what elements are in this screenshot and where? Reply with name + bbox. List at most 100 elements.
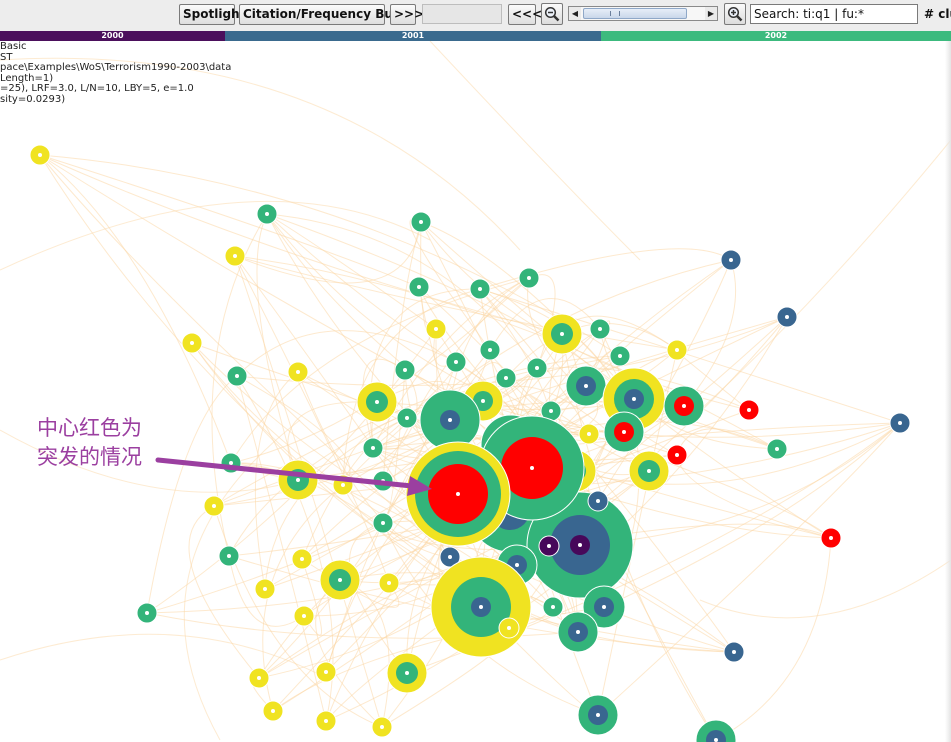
node-center-dot — [747, 408, 751, 412]
citation-node[interactable] — [720, 249, 742, 271]
citation-node[interactable] — [226, 365, 248, 387]
link-curve — [362, 358, 406, 449]
link-curve — [420, 221, 635, 400]
citation-node[interactable] — [666, 444, 688, 466]
citation-node[interactable] — [526, 491, 634, 599]
node-center-dot — [729, 258, 733, 262]
citation-node[interactable] — [291, 548, 313, 570]
citation-node[interactable] — [372, 512, 394, 534]
node-center-dot — [405, 671, 409, 675]
citation-node[interactable] — [315, 710, 337, 732]
node-center-dot — [530, 466, 534, 470]
citation-node[interactable] — [542, 596, 564, 618]
citation-node[interactable] — [254, 578, 276, 600]
citation-node[interactable] — [136, 602, 158, 624]
node-center-dot — [387, 581, 391, 585]
link-curve — [39, 154, 563, 335]
citation-node[interactable] — [362, 437, 384, 459]
citation-node[interactable] — [495, 367, 517, 389]
citation-node[interactable] — [439, 546, 461, 568]
cocitation-network-canvas[interactable] — [0, 41, 951, 742]
citation-node[interactable] — [518, 267, 540, 289]
link-curve — [256, 213, 299, 481]
citation-node[interactable] — [820, 527, 842, 549]
citation-node[interactable] — [293, 605, 315, 627]
citation-node[interactable] — [408, 276, 430, 298]
search-input[interactable] — [750, 4, 918, 24]
citation-node[interactable] — [218, 545, 240, 567]
citation-node[interactable] — [577, 694, 619, 736]
citation-node[interactable] — [589, 318, 611, 340]
citation-burst-button[interactable]: Citation/Frequency Burst — [239, 4, 412, 25]
citation-node[interactable] — [526, 357, 548, 379]
citation-node[interactable] — [277, 459, 319, 501]
citation-node[interactable] — [582, 585, 626, 629]
citation-node[interactable] — [498, 617, 520, 639]
citation-node[interactable] — [663, 385, 705, 427]
node-center-dot — [898, 421, 902, 425]
forward-button[interactable]: >>> — [390, 4, 424, 25]
citation-node[interactable] — [587, 490, 609, 512]
citation-node[interactable] — [469, 278, 491, 300]
back-button[interactable]: <<< — [508, 4, 542, 25]
citation-node[interactable] — [371, 716, 393, 738]
slider-right-arrow[interactable]: ▶ — [705, 7, 717, 20]
citation-node[interactable] — [445, 351, 467, 373]
citation-node[interactable] — [738, 399, 760, 421]
citation-node[interactable] — [723, 641, 745, 663]
citation-node[interactable] — [378, 572, 400, 594]
citation-node[interactable] — [609, 345, 631, 367]
link-curve — [228, 555, 305, 627]
citation-node[interactable] — [628, 450, 670, 492]
citation-node[interactable] — [889, 412, 911, 434]
citation-node[interactable] — [394, 359, 416, 381]
citation-node[interactable] — [776, 306, 798, 328]
citation-node[interactable] — [386, 652, 428, 694]
spotlight-button[interactable]: Spotlight — [179, 4, 245, 25]
node-center-dot — [324, 719, 328, 723]
citation-node[interactable] — [181, 332, 203, 354]
citation-node[interactable] — [319, 559, 361, 601]
citation-node[interactable] — [479, 339, 501, 361]
timeslice-field[interactable] — [422, 4, 502, 24]
toolbar: Spotlight Citation/Frequency Burst >>> <… — [0, 0, 951, 32]
slider-thumb[interactable] — [583, 8, 687, 19]
link-curve — [0, 201, 431, 271]
node-center-dot — [271, 709, 275, 713]
node-center-dot — [434, 327, 438, 331]
citation-node[interactable] — [405, 441, 511, 547]
node-center-dot — [647, 469, 651, 473]
citation-node[interactable] — [666, 339, 688, 361]
citation-node[interactable] — [419, 389, 481, 451]
citation-node[interactable] — [430, 556, 532, 658]
citation-node[interactable] — [410, 211, 432, 233]
citation-node[interactable] — [603, 411, 645, 453]
network-nodes[interactable] — [29, 144, 911, 742]
citation-node[interactable] — [578, 423, 600, 445]
citation-node[interactable] — [766, 438, 788, 460]
zoom-out-button[interactable] — [541, 3, 563, 25]
citation-node[interactable] — [695, 719, 737, 742]
citation-node[interactable] — [29, 144, 51, 166]
citation-node[interactable] — [248, 667, 270, 689]
slider-left-arrow[interactable]: ◀ — [569, 7, 581, 20]
node-center-dot — [257, 676, 261, 680]
citation-node[interactable] — [315, 661, 337, 683]
citation-node[interactable] — [557, 611, 599, 653]
info-line: ST — [0, 51, 13, 63]
citation-node[interactable] — [262, 700, 284, 722]
citation-node[interactable] — [396, 407, 418, 429]
citation-node[interactable] — [203, 495, 225, 517]
citation-node[interactable] — [541, 313, 583, 355]
zoom-in-button[interactable] — [724, 3, 746, 25]
info-line: Basic — [0, 41, 27, 52]
citation-node[interactable] — [538, 535, 560, 557]
citation-node[interactable] — [356, 381, 398, 423]
citation-node[interactable] — [565, 365, 607, 407]
timeline-slider[interactable]: ◀ ▶ — [568, 6, 718, 21]
citation-node[interactable] — [224, 245, 246, 267]
citation-node[interactable] — [425, 318, 447, 340]
citation-node[interactable] — [256, 203, 278, 225]
link-curve — [39, 154, 451, 558]
citation-node[interactable] — [287, 361, 309, 383]
